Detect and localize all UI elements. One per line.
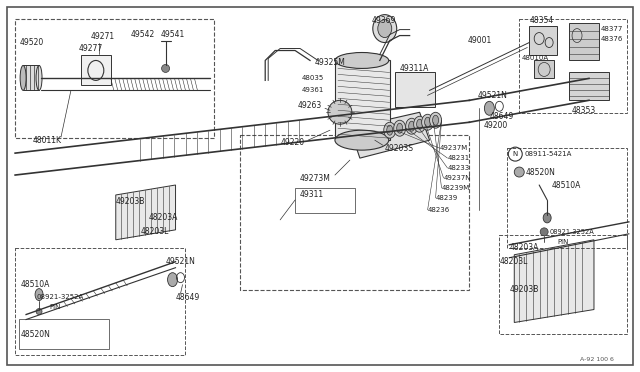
Text: 48011K: 48011K — [33, 136, 62, 145]
Ellipse shape — [540, 228, 548, 236]
Text: 48649: 48649 — [175, 293, 200, 302]
Text: 48236: 48236 — [428, 207, 450, 213]
Text: PIN: PIN — [557, 239, 568, 245]
Text: 49237M: 49237M — [440, 145, 468, 151]
Ellipse shape — [417, 119, 422, 129]
Ellipse shape — [543, 213, 551, 223]
Text: 48510A: 48510A — [551, 180, 580, 189]
Polygon shape — [569, 73, 609, 100]
Ellipse shape — [424, 117, 431, 127]
Polygon shape — [116, 185, 175, 240]
Text: 49263: 49263 — [298, 101, 323, 110]
Text: 49203S: 49203S — [385, 144, 413, 153]
Text: 49273M: 49273M — [300, 173, 331, 183]
Ellipse shape — [335, 130, 388, 150]
Ellipse shape — [397, 123, 403, 133]
Text: 48354: 48354 — [529, 16, 554, 25]
Text: 49369: 49369 — [372, 16, 396, 25]
Ellipse shape — [335, 52, 388, 68]
Text: 49521N: 49521N — [166, 257, 195, 266]
Text: 49001: 49001 — [467, 36, 492, 45]
Ellipse shape — [515, 167, 524, 177]
Bar — [508, 148, 627, 248]
Bar — [499, 235, 627, 334]
Text: 49520: 49520 — [19, 38, 44, 47]
Ellipse shape — [20, 65, 26, 90]
Ellipse shape — [384, 122, 396, 138]
Text: 48520N: 48520N — [525, 167, 555, 177]
Bar — [81, 55, 111, 86]
Polygon shape — [569, 23, 599, 61]
Polygon shape — [350, 112, 429, 158]
Text: 49361: 49361 — [302, 87, 324, 93]
Text: 49521N: 49521N — [477, 91, 508, 100]
Ellipse shape — [413, 116, 426, 132]
Bar — [395, 73, 435, 107]
Bar — [519, 19, 627, 113]
Ellipse shape — [429, 112, 442, 128]
Text: 48239M: 48239M — [442, 185, 470, 191]
Text: 48203A: 48203A — [148, 214, 178, 222]
Bar — [240, 135, 469, 290]
Ellipse shape — [161, 64, 170, 73]
Text: 49542: 49542 — [131, 30, 155, 39]
Text: 49277: 49277 — [79, 44, 103, 53]
Text: 48239: 48239 — [436, 195, 458, 201]
Ellipse shape — [534, 31, 544, 46]
Polygon shape — [515, 240, 594, 323]
Ellipse shape — [378, 20, 392, 38]
Text: 48203L: 48203L — [499, 257, 528, 266]
Ellipse shape — [409, 121, 415, 131]
Ellipse shape — [328, 100, 352, 124]
Text: 49271: 49271 — [91, 32, 115, 41]
Ellipse shape — [35, 289, 43, 301]
Text: 48010A: 48010A — [521, 55, 548, 61]
Text: 49541: 49541 — [161, 30, 185, 39]
Ellipse shape — [422, 114, 433, 130]
Bar — [295, 188, 355, 213]
Text: N: N — [513, 151, 518, 157]
Text: 08921-3252A: 08921-3252A — [36, 294, 83, 299]
Text: 48520N: 48520N — [21, 330, 51, 339]
Bar — [335, 61, 390, 140]
Text: 48203A: 48203A — [509, 243, 539, 252]
Bar — [19, 320, 109, 349]
Bar — [15, 19, 214, 138]
Text: 48376: 48376 — [601, 36, 623, 42]
Ellipse shape — [387, 125, 393, 135]
Text: 08911-5421A: 08911-5421A — [524, 151, 572, 157]
Text: 49311: 49311 — [300, 190, 324, 199]
Text: 49325M: 49325M — [315, 58, 346, 67]
Text: 49220: 49220 — [280, 138, 304, 147]
Text: 48510A: 48510A — [21, 280, 51, 289]
Text: PIN: PIN — [49, 304, 60, 310]
Text: 48649: 48649 — [490, 112, 514, 121]
Text: 48231: 48231 — [447, 155, 470, 161]
Text: 49237N: 49237N — [444, 175, 471, 181]
Text: 49200: 49200 — [483, 121, 508, 130]
Bar — [15, 248, 184, 355]
Text: 48203L: 48203L — [141, 227, 169, 236]
Text: A-92 100 6: A-92 100 6 — [580, 357, 614, 362]
Ellipse shape — [406, 118, 418, 134]
Text: 48233: 48233 — [447, 165, 470, 171]
Text: 48035: 48035 — [302, 76, 324, 81]
Polygon shape — [534, 61, 554, 78]
Ellipse shape — [36, 65, 42, 90]
Text: 49203B: 49203B — [509, 285, 539, 294]
Ellipse shape — [36, 308, 42, 314]
Ellipse shape — [394, 120, 406, 136]
Polygon shape — [23, 65, 39, 90]
Ellipse shape — [373, 15, 397, 42]
Ellipse shape — [433, 115, 438, 125]
Text: 48377: 48377 — [601, 26, 623, 32]
Text: 49311A: 49311A — [400, 64, 429, 73]
Text: 08921-3252A: 08921-3252A — [549, 229, 594, 235]
Ellipse shape — [484, 101, 494, 115]
Ellipse shape — [168, 273, 177, 286]
Text: 49203B: 49203B — [116, 198, 145, 206]
Polygon shape — [529, 26, 557, 55]
Text: 48353: 48353 — [572, 106, 596, 115]
